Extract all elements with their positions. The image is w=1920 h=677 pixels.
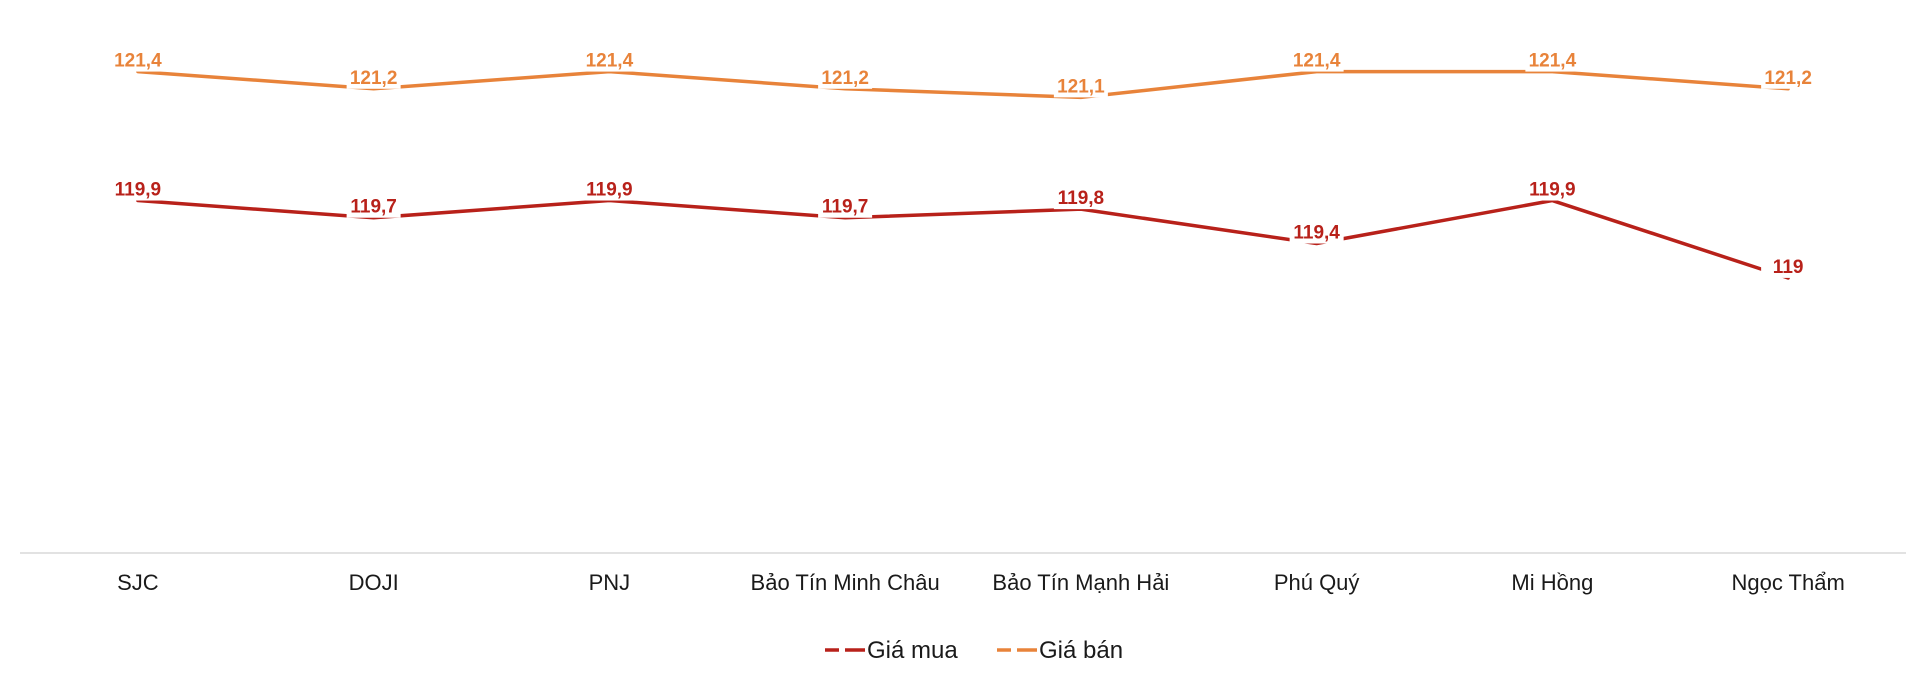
legend-label: Giá bán xyxy=(1039,637,1123,664)
data-label: 121,4 xyxy=(1529,51,1577,72)
data-label: 121,2 xyxy=(1764,68,1812,89)
data-label: 119,7 xyxy=(350,197,397,218)
x-tick-label: PNJ xyxy=(589,570,631,595)
legend-item-gia-mua: Giá mua xyxy=(825,637,958,664)
data-label-background xyxy=(1289,219,1344,244)
data-label: 119,8 xyxy=(1058,188,1105,209)
x-tick-label: Mi Hồng xyxy=(1511,570,1593,595)
x-tick-label: Ngọc Thẩm xyxy=(1731,570,1844,595)
data-label: 121,2 xyxy=(350,68,398,89)
x-tick-label: SJC xyxy=(117,570,159,595)
data-label-background xyxy=(582,176,637,201)
legend: Giá mua Giá bán xyxy=(825,637,1123,664)
data-label-background xyxy=(110,176,165,201)
data-label-background xyxy=(818,64,873,89)
data-label: 121,4 xyxy=(1293,51,1341,72)
data-label-background xyxy=(1525,47,1580,72)
data-label: 121,4 xyxy=(586,51,634,72)
data-label: 121,4 xyxy=(114,51,162,72)
data-label-background xyxy=(1053,73,1108,98)
legend-label: Giá mua xyxy=(867,637,958,664)
series-line-gia-ban xyxy=(136,69,1790,100)
data-label-background xyxy=(346,193,401,218)
data-label: 121,1 xyxy=(1057,76,1105,97)
x-tick-label: Bảo Tín Minh Châu xyxy=(751,570,940,595)
data-label: 119,9 xyxy=(586,180,633,201)
data-label-background xyxy=(1289,47,1344,72)
data-label: 119,4 xyxy=(1293,223,1340,244)
data-label-background xyxy=(1761,253,1816,278)
data-label-background xyxy=(818,193,873,218)
legend-item-gia-ban: Giá bán xyxy=(997,637,1123,664)
data-label: 119,7 xyxy=(822,197,869,218)
x-tick-label: DOJI xyxy=(349,570,399,595)
data-label-background xyxy=(1053,185,1108,210)
data-label-background xyxy=(1525,176,1580,201)
data-label: 119 xyxy=(1773,257,1804,278)
data-label-background xyxy=(346,64,401,89)
x-tick-label: Bảo Tín Mạnh Hải xyxy=(992,570,1169,595)
data-label-background xyxy=(582,47,637,72)
data-label: 119,9 xyxy=(115,180,162,201)
series-layer xyxy=(136,69,1790,280)
series-line-gia-mua xyxy=(136,198,1790,280)
data-label: 119,9 xyxy=(1529,180,1576,201)
data-label-background xyxy=(110,47,165,72)
data-label: 121,2 xyxy=(821,68,869,89)
data-labels: 119,9 119,7 119,9 119,7 119,8 119,4 119,9 119 12… xyxy=(110,47,1816,278)
x-axis-ticks: SJC DOJI PNJ Bảo Tín Minh Châu Bảo Tín Mạnh … xyxy=(117,570,1845,595)
data-label-background xyxy=(1761,64,1816,89)
x-tick-label: Phú Quý xyxy=(1274,570,1360,595)
